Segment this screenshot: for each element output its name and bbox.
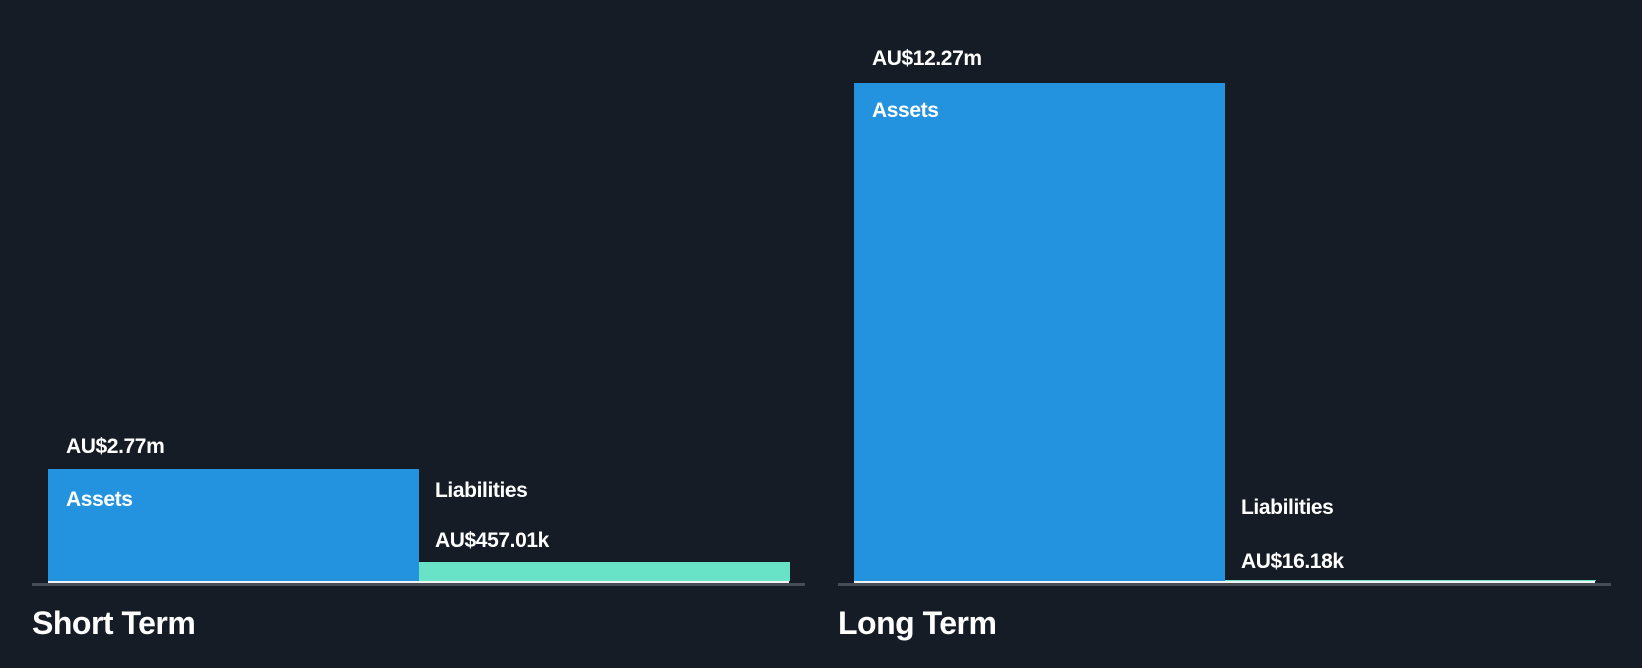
assets-bar[interactable] (48, 469, 419, 581)
liabilities-bar[interactable] (419, 562, 790, 581)
assets-bar[interactable] (854, 83, 1225, 581)
assets-value-label: AU$2.77m (66, 435, 165, 458)
assets-bar-label: Assets (872, 99, 939, 122)
chart-title-long-term: Long Term (838, 605, 997, 641)
assets-value-label: AU$12.27m (872, 47, 982, 70)
axis-line (48, 581, 789, 583)
liabilities-value-label: AU$16.18k (1241, 550, 1344, 573)
liabilities-label: Liabilities (435, 479, 528, 502)
baseline (838, 583, 1611, 586)
assets-bar-label: Assets (66, 488, 133, 511)
liabilities-label: Liabilities (1241, 496, 1334, 519)
short-term-chart: AU$2.77m Assets Liabilities AU$457.01k S… (0, 0, 820, 668)
liabilities-bar[interactable] (1225, 580, 1596, 581)
long-term-chart: AU$12.27m Assets Liabilities AU$16.18k L… (806, 0, 1626, 668)
chart-title-short-term: Short Term (32, 605, 196, 641)
baseline (32, 583, 805, 586)
liabilities-value-label: AU$457.01k (435, 529, 549, 552)
axis-line (854, 581, 1595, 583)
